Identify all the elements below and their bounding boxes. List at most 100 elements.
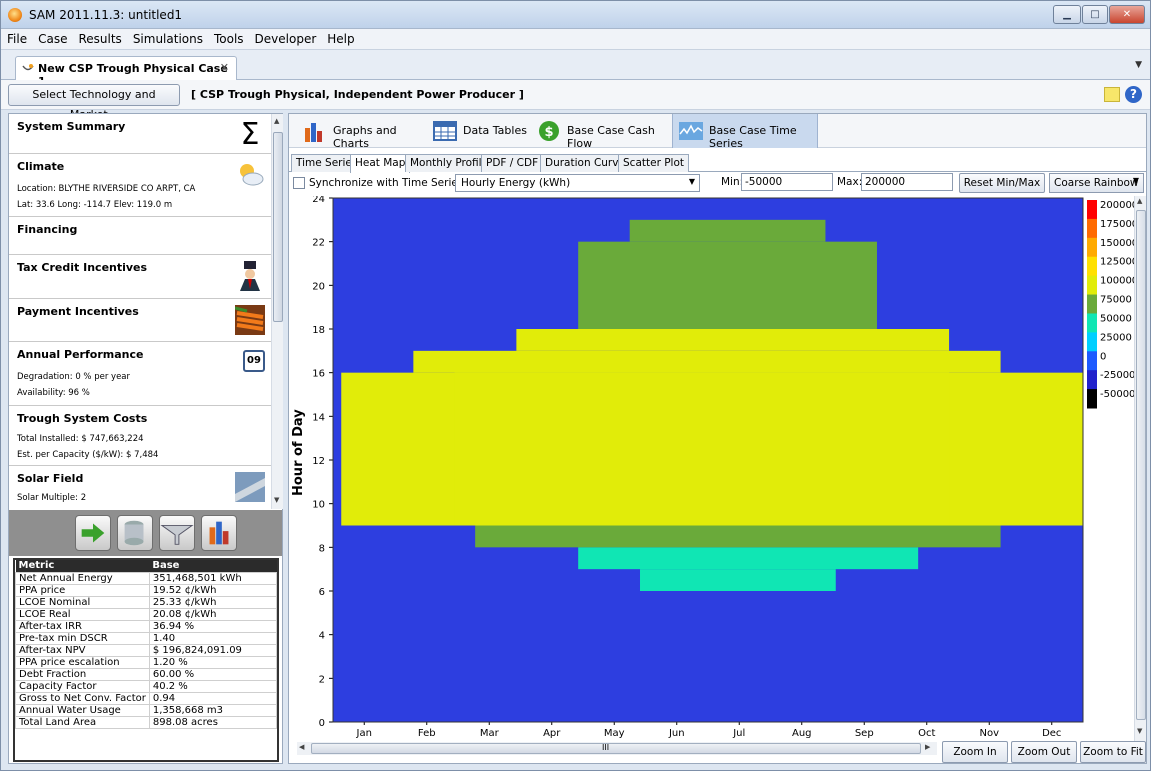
close-window-button[interactable]: ✕ — [1109, 5, 1145, 24]
maximize-button[interactable]: □ — [1082, 5, 1108, 24]
metric-value: 19.52 ¢/kWh — [148, 583, 278, 597]
subtab-duration-curve[interactable]: Duration Curve — [540, 154, 630, 172]
subtab-pdf-cdf[interactable]: PDF / CDF — [481, 154, 544, 172]
summary-system-summary[interactable]: System Summary Σ — [9, 114, 271, 154]
min-label: Min: — [721, 176, 744, 188]
synchronize-checkbox[interactable] — [293, 177, 305, 189]
section-title: Solar Field — [17, 472, 84, 485]
max-label: Max: — [837, 176, 863, 188]
min-input[interactable]: -50000 — [741, 173, 833, 191]
tab-menu-icon[interactable]: ▼ — [1135, 60, 1142, 70]
colorbar-segment — [1087, 389, 1097, 409]
scroll-left-arrow[interactable]: ◀ — [299, 743, 305, 751]
menu-tools[interactable]: Tools — [213, 32, 244, 46]
y-tick-label: 8 — [319, 543, 325, 554]
degradation-text: Degradation: 0 % per year — [17, 372, 130, 382]
heatmap-controls: Synchronize with Time Series Hourly Ener… — [289, 172, 1146, 196]
metric-name: PPA price escalation — [15, 655, 150, 669]
color-scheme-select[interactable]: Coarse Rainbow ▼ — [1049, 173, 1144, 193]
color-scheme-value: Coarse Rainbow — [1054, 177, 1139, 189]
summary-climate[interactable]: Climate Location: BLYTHE RIVERSIDE CO AR… — [9, 154, 271, 217]
chart-vertical-scrollbar[interactable]: ▲ ▼ — [1134, 196, 1146, 741]
help-icon[interactable]: ? — [1125, 86, 1142, 103]
svg-text:$: $ — [544, 125, 553, 140]
optimization-button[interactable] — [159, 515, 195, 551]
summary-payment-incentives[interactable]: Payment Incentives — [9, 299, 271, 342]
scroll-up-arrow[interactable]: ▲ — [1137, 197, 1143, 205]
menu-results[interactable]: Results — [78, 32, 122, 46]
subtab-time-series[interactable]: Time Series — [291, 154, 363, 172]
case-tab[interactable]: New CSP Trough Physical Case 1 ✕ — [15, 56, 237, 88]
x-tick-label: Jun — [668, 728, 685, 739]
summary-annual-performance[interactable]: Annual Performance Degradation: 0 % per … — [9, 342, 271, 406]
metric-name: Net Annual Energy — [15, 571, 150, 585]
subtab-scatter-plot[interactable]: Scatter Plot — [618, 154, 690, 172]
scroll-down-arrow[interactable]: ▼ — [274, 496, 280, 504]
case-tab-close-icon[interactable]: ✕ — [219, 61, 229, 74]
tab-graphs-and-charts[interactable]: Graphs and Charts — [297, 114, 433, 150]
zoom-out-button[interactable]: Zoom Out — [1011, 741, 1077, 763]
section-title: Financing — [17, 223, 78, 236]
scroll-right-arrow[interactable]: ▶ — [925, 743, 931, 751]
subtab-heat-map[interactable]: Heat Map — [350, 154, 411, 173]
menu-help[interactable]: Help — [327, 32, 355, 46]
results-chart-button[interactable] — [201, 515, 237, 551]
run-toolbar — [9, 510, 282, 556]
reset-min-max-button[interactable]: Reset Min/Max — [959, 173, 1045, 193]
chart-horizontal-scrollbar[interactable]: ◀ III ▶ — [297, 742, 937, 755]
run-simulation-button[interactable] — [75, 515, 111, 551]
colorbar-tick-label: 200000 — [1100, 200, 1134, 211]
metric-row: Total Land Area 898.08 acres — [15, 715, 278, 729]
scroll-up-arrow[interactable]: ▲ — [274, 117, 280, 125]
results-panel: Graphs and Charts Data Tables $ Base Cas… — [288, 113, 1147, 764]
colorbar-segment — [1087, 294, 1097, 314]
tab-cash-flow[interactable]: $ Base Case Cash Flow — [531, 114, 669, 150]
metric-name: Debt Fraction — [15, 667, 150, 681]
input-summary-list: System Summary Σ Climate Location: BLYTH… — [9, 114, 271, 509]
menu-developer[interactable]: Developer — [254, 32, 317, 46]
scrollbar-thumb[interactable] — [1136, 210, 1146, 720]
variable-select[interactable]: Hourly Energy (kWh) ▼ — [455, 174, 700, 192]
menu-file[interactable]: File — [7, 32, 28, 46]
select-technology-button[interactable]: Select Technology and Market... — [8, 84, 180, 121]
minimize-button[interactable]: ▁ — [1053, 5, 1081, 24]
sam-app-icon — [8, 8, 22, 22]
tab-time-series[interactable]: Base Case Time Series — [672, 114, 818, 150]
summary-financing[interactable]: Financing — [9, 217, 271, 255]
tab-data-tables[interactable]: Data Tables — [427, 114, 531, 148]
zoom-in-button[interactable]: Zoom In — [942, 741, 1008, 763]
scrollbar-thumb[interactable]: III — [311, 743, 921, 754]
summary-trough-costs[interactable]: Trough System Costs Total Installed: $ 7… — [9, 406, 271, 466]
heatmap-band — [578, 241, 877, 329]
metric-value: 351,468,501 kWh — [148, 571, 278, 585]
zoom-to-fit-button[interactable]: Zoom to Fit — [1080, 741, 1146, 763]
metric-row: PPA price 19.52 ¢/kWh — [15, 583, 278, 597]
y-tick-label: 24 — [312, 196, 325, 205]
max-input[interactable]: 200000 — [861, 173, 953, 191]
x-tick-label: Nov — [979, 728, 999, 739]
parametrics-button[interactable] — [117, 515, 153, 551]
summary-scrollbar[interactable]: ▲ ▼ — [271, 114, 283, 509]
heatmap-chart[interactable]: Hour of Day 0 2 4 6 8 10 12 14 16 18 20 22 24 Jan Feb M… — [289, 194, 1138, 741]
menu-case[interactable]: Case — [38, 32, 68, 46]
metric-value: 40.2 % — [148, 679, 278, 693]
notes-icon[interactable] — [1104, 87, 1120, 102]
scrollbar-thumb[interactable] — [273, 132, 283, 322]
summary-solar-field[interactable]: Solar Field Solar Multiple: 2 — [9, 466, 271, 509]
heatmap-band — [629, 219, 826, 242]
section-title: System Summary — [17, 120, 126, 133]
metric-name: Total Land Area — [15, 715, 150, 729]
metric-name: After-tax NPV — [15, 643, 150, 657]
y-tick-label: 10 — [312, 500, 325, 511]
scroll-down-arrow[interactable]: ▼ — [1137, 727, 1143, 735]
summary-tax-credit[interactable]: Tax Credit Incentives — [9, 255, 271, 299]
tab-label: Base Case Time Series — [709, 124, 797, 150]
plot-frame — [332, 197, 1084, 723]
colorbar-segment — [1087, 332, 1097, 352]
x-tick-label: Jan — [356, 728, 372, 739]
metric-name: Pre-tax min DSCR — [15, 631, 150, 645]
menu-simulations[interactable]: Simulations — [132, 32, 203, 46]
subtab-monthly-profile[interactable]: Monthly Profile — [405, 154, 494, 172]
chevron-down-icon: ▼ — [1132, 176, 1139, 185]
